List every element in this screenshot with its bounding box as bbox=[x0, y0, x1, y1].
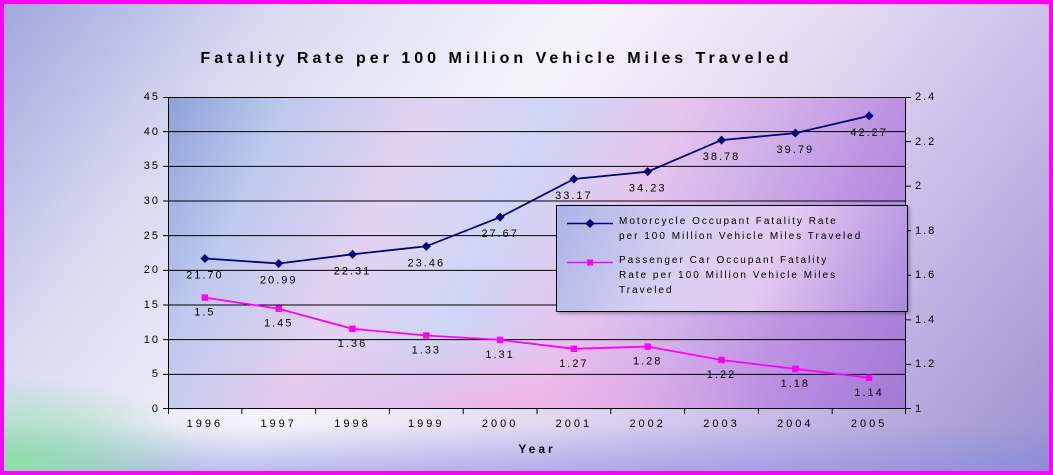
left-axis-label: 20 bbox=[143, 264, 160, 277]
left-axis-label: 5 bbox=[151, 368, 160, 381]
diamond-marker-icon bbox=[717, 135, 726, 145]
data-label: 39.79 bbox=[777, 144, 815, 156]
data-label: 21.70 bbox=[186, 270, 224, 282]
x-axis-label: 2004 bbox=[777, 418, 814, 430]
legend-item-1: Passenger Car Occupant Fatality Rate per… bbox=[567, 253, 901, 298]
x-axis-label: 2000 bbox=[481, 418, 519, 430]
x-axis-label: 2005 bbox=[850, 418, 888, 430]
diamond-marker-icon bbox=[864, 111, 874, 121]
right-axis-label: 2 bbox=[915, 180, 924, 193]
right-axis-label: 1.6 bbox=[915, 269, 937, 282]
legend: Motorcycle Occupant Fatality Rate per 10… bbox=[556, 205, 908, 312]
square-legend-key-icon bbox=[567, 253, 619, 273]
right-axis-label: 1.4 bbox=[915, 313, 937, 326]
diamond-marker-icon bbox=[348, 249, 357, 259]
data-label: 38.78 bbox=[703, 151, 741, 163]
x-axis-title: Year bbox=[518, 442, 556, 456]
left-axis-label: 30 bbox=[143, 195, 160, 207]
square-marker-icon bbox=[718, 356, 725, 364]
data-label: 23.46 bbox=[408, 257, 446, 269]
right-axis-label: 1.8 bbox=[915, 224, 937, 237]
series-line-1 bbox=[204, 296, 870, 379]
left-axis-label: 35 bbox=[143, 160, 160, 173]
legend-item-0: Motorcycle Occupant Fatality Rate per 10… bbox=[567, 214, 901, 244]
data-label: 1.18 bbox=[781, 378, 810, 390]
legend-label: Passenger Car Occupant Fatality Rate per… bbox=[619, 255, 838, 296]
left-axis-label: 10 bbox=[143, 333, 160, 346]
data-label: 42.27 bbox=[850, 127, 888, 139]
diamond-marker-icon bbox=[569, 174, 579, 184]
data-label: 22.31 bbox=[334, 265, 372, 277]
data-label: 1.36 bbox=[338, 338, 367, 350]
diamond-marker-icon bbox=[274, 258, 284, 268]
x-axis-label: 2003 bbox=[703, 418, 740, 430]
data-label: 1.14 bbox=[854, 387, 883, 399]
square-marker-icon bbox=[201, 294, 209, 301]
data-label: 1.22 bbox=[707, 369, 736, 381]
right-axis-label: 2.2 bbox=[915, 135, 937, 148]
data-label: 1.33 bbox=[412, 344, 441, 356]
chart-title: Fatality Rate per 100 Million Vehicle Mi… bbox=[200, 50, 793, 67]
left-axis-label: 15 bbox=[143, 299, 160, 311]
x-axis-label: 1999 bbox=[408, 418, 445, 430]
square-marker-icon bbox=[644, 343, 651, 350]
diamond-marker-icon bbox=[643, 167, 653, 177]
data-label: 1.28 bbox=[633, 356, 662, 368]
series-line-0 bbox=[204, 115, 870, 265]
square-marker-icon bbox=[865, 374, 873, 381]
data-label: 1.45 bbox=[264, 318, 293, 330]
data-label: 1.5 bbox=[194, 307, 215, 319]
diamond-marker-icon bbox=[790, 128, 800, 138]
left-axis-label: 45 bbox=[143, 91, 160, 103]
diamond-legend-key-icon bbox=[567, 214, 619, 234]
square-marker-icon bbox=[349, 325, 356, 332]
x-axis-label: 1998 bbox=[334, 418, 371, 430]
x-axis-label: 1996 bbox=[186, 418, 224, 430]
square-marker-icon bbox=[275, 305, 282, 312]
right-axis-label: 2.4 bbox=[915, 91, 937, 103]
diamond-marker-icon bbox=[495, 212, 505, 222]
square-marker-icon bbox=[496, 336, 504, 344]
data-label: 1.31 bbox=[485, 349, 514, 361]
left-axis-label: 0 bbox=[151, 403, 160, 415]
x-axis-label: 2001 bbox=[555, 418, 593, 430]
x-axis-label: 1997 bbox=[260, 418, 297, 430]
right-axis-label: 1.2 bbox=[915, 358, 937, 371]
data-label: 20.99 bbox=[260, 274, 298, 286]
square-marker-icon bbox=[570, 345, 578, 353]
x-axis-label: 2002 bbox=[629, 418, 666, 430]
data-label: 27.67 bbox=[481, 228, 519, 240]
legend-label: Motorcycle Occupant Fatality Rate per 10… bbox=[619, 216, 863, 242]
diamond-marker-icon bbox=[421, 241, 431, 251]
data-label: 1.27 bbox=[559, 358, 588, 370]
data-label: 34.23 bbox=[629, 183, 667, 195]
diamond-marker-icon bbox=[200, 254, 210, 264]
data-label: 33.17 bbox=[555, 190, 593, 202]
left-axis-label: 40 bbox=[143, 125, 160, 138]
square-marker-icon bbox=[792, 365, 799, 373]
right-axis-label: 1 bbox=[915, 403, 924, 415]
left-axis-label: 25 bbox=[143, 229, 160, 242]
square-marker-icon bbox=[423, 332, 430, 339]
